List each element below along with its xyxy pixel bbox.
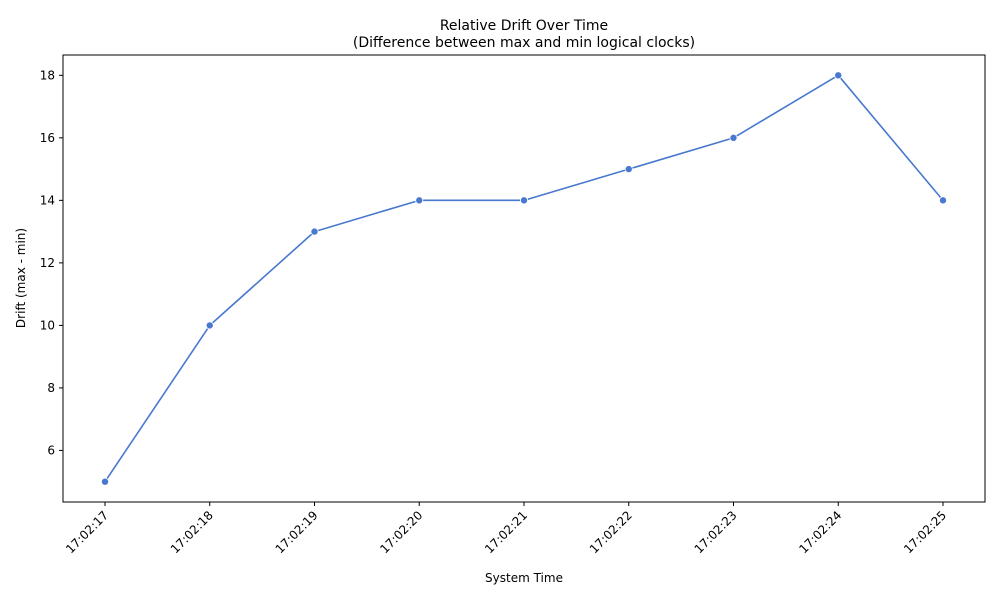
y-tick-label: 8 (47, 381, 55, 395)
x-axis-label: System Time (485, 571, 563, 585)
data-point (834, 71, 843, 80)
y-tick-label: 12 (40, 256, 55, 270)
data-point (939, 196, 948, 205)
y-tick-label: 18 (40, 68, 55, 82)
y-tick-label: 10 (40, 318, 55, 332)
y-tick-label: 14 (40, 193, 55, 207)
y-axis-ticks: 6 8 10 12 14 16 18 (40, 68, 63, 457)
y-tick-label: 16 (40, 131, 55, 145)
y-axis-label: Drift (max - min) (14, 228, 28, 328)
data-point (310, 227, 319, 236)
data-point (101, 477, 110, 486)
chart-subtitle: (Difference between max and min logical … (353, 35, 695, 51)
data-point (415, 196, 424, 205)
data-point (520, 196, 529, 205)
data-point (624, 165, 633, 174)
y-tick-label: 6 (47, 443, 55, 457)
chart-title: Relative Drift Over Time (440, 18, 608, 34)
data-point (205, 321, 214, 330)
data-point (729, 133, 738, 142)
series-layer (101, 71, 948, 486)
